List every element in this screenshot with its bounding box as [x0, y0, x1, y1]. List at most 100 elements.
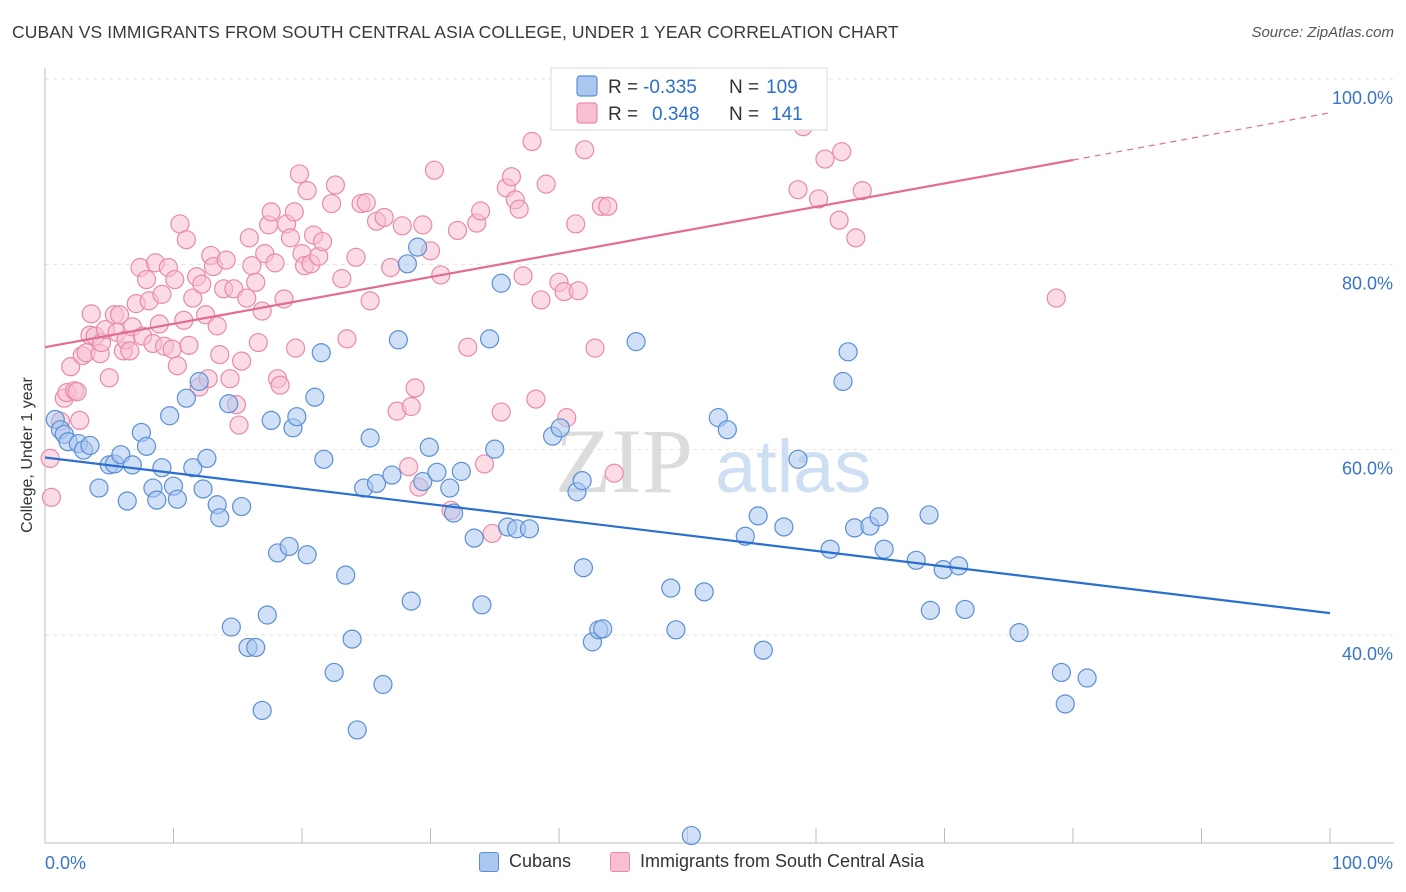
data-point-cubans: [197, 448, 217, 468]
data-point-cubans: [287, 407, 307, 427]
data-point-immigrants: [179, 335, 199, 355]
data-point-immigrants: [285, 338, 306, 358]
source-label: Source: ZipAtlas.com: [1251, 24, 1394, 41]
data-point-immigrants: [136, 269, 157, 290]
data-point-cubans: [305, 387, 325, 407]
data-point-cubans: [748, 506, 768, 526]
legend-label-cubans: Cubans: [509, 851, 572, 871]
data-point-immigrants: [239, 228, 259, 248]
trend-line-immigrants: [44, 158, 1074, 349]
data-point-cubans: [401, 591, 421, 611]
data-point-cubans: [833, 371, 853, 392]
data-point-cubans: [152, 458, 172, 478]
data-point-immigrants: [252, 301, 272, 321]
x-tick-label: 0.0%: [45, 853, 86, 873]
data-point-cubans: [279, 536, 299, 557]
data-point-cubans: [573, 558, 594, 578]
data-point-cubans: [257, 605, 277, 625]
data-point-immigrants: [152, 284, 172, 304]
data-point-immigrants: [70, 410, 90, 431]
data-point-immigrants: [585, 338, 605, 358]
data-point-cubans: [366, 473, 387, 494]
data-point-immigrants: [149, 314, 169, 334]
data-point-immigrants: [604, 463, 624, 483]
data-point-cubans: [491, 273, 511, 293]
data-point-immigrants: [224, 279, 244, 299]
data-point-immigrants: [501, 167, 522, 187]
data-point-immigrants: [162, 339, 182, 359]
data-point-immigrants: [67, 382, 87, 402]
data-point-cubans: [1009, 623, 1029, 643]
data-point-immigrants: [374, 207, 394, 228]
data-point-cubans: [440, 478, 460, 498]
data-point-cubans: [167, 489, 187, 509]
data-point-cubans: [919, 505, 939, 525]
data-point-immigrants: [120, 341, 140, 361]
data-point-cubans: [80, 435, 100, 456]
data-point-immigrants: [332, 269, 352, 289]
data-point-cubans: [519, 519, 540, 539]
data-point-immigrants: [405, 378, 425, 398]
data-point-immigrants: [566, 214, 586, 234]
data-point-cubans: [297, 545, 317, 565]
data-point-cubans: [626, 332, 646, 352]
data-point-cubans: [413, 471, 433, 492]
y-tick-label: 60.0%: [1342, 459, 1393, 479]
watermark: ZIP atlas: [555, 410, 871, 512]
data-point-immigrants: [207, 316, 227, 336]
data-point-immigrants: [109, 305, 130, 325]
data-point-immigrants: [183, 288, 203, 308]
data-point-cubans: [246, 637, 266, 658]
data-point-immigrants: [471, 201, 491, 221]
data-point-immigrants: [337, 329, 357, 349]
data-point-cubans: [147, 490, 167, 510]
data-point-cubans: [122, 455, 142, 475]
data-point-cubans: [193, 479, 213, 499]
data-point-cubans: [336, 565, 356, 585]
data-point-immigrants: [176, 230, 196, 250]
data-point-cubans: [666, 620, 686, 640]
data-point-immigrants: [509, 199, 529, 219]
legend-n-label-immigrants: N =: [729, 104, 759, 125]
data-point-immigrants: [99, 368, 119, 388]
data-point-cubans: [661, 578, 681, 598]
data-point-immigrants: [81, 304, 101, 324]
data-point-cubans: [472, 595, 492, 615]
legend-n-label-cubans: N =: [729, 77, 759, 98]
data-point-immigrants: [246, 272, 266, 292]
data-point-cubans: [1051, 662, 1072, 683]
legend-n-value-cubans: 109: [766, 77, 798, 98]
data-point-cubans: [232, 496, 252, 517]
y-tick-label: 100.0%: [1332, 88, 1393, 108]
data-point-immigrants: [237, 288, 257, 308]
data-point-immigrants: [531, 290, 551, 310]
legend-item-immigrants: Immigrants from South Central Asia: [610, 851, 924, 872]
bottom-legend: Cubans Immigrants from South Central Asi…: [0, 851, 1406, 879]
data-point-cubans: [324, 662, 344, 683]
data-point-cubans: [314, 449, 334, 469]
data-point-immigrants: [289, 164, 310, 184]
data-point-cubans: [694, 582, 714, 602]
legend-swatch-cubans: [479, 851, 499, 872]
data-point-immigrants: [808, 189, 829, 209]
legend-label-immigrants: Immigrants from South Central Asia: [640, 851, 925, 871]
data-point-immigrants: [474, 454, 495, 474]
data-point-cubans: [681, 825, 701, 846]
data-point-immigrants: [232, 351, 252, 371]
data-point-immigrants: [325, 175, 346, 195]
data-point-cubans: [176, 388, 196, 408]
data-point-cubans: [874, 539, 894, 559]
data-point-immigrants: [829, 210, 849, 230]
data-point-cubans: [261, 410, 281, 431]
data-point-immigrants: [491, 402, 511, 422]
data-point-cubans: [117, 491, 137, 511]
legend-r-label-immigrants: R =: [608, 104, 638, 125]
legend-r-label-cubans: R =: [608, 77, 638, 98]
data-point-immigrants: [401, 396, 421, 417]
data-point-cubans: [955, 599, 975, 620]
data-point-immigrants: [598, 196, 618, 216]
data-point-cubans: [451, 461, 471, 481]
data-point-cubans: [311, 343, 331, 363]
chart-title: CUBAN VS IMMIGRANTS FROM SOUTH CENTRAL A…: [12, 22, 899, 42]
